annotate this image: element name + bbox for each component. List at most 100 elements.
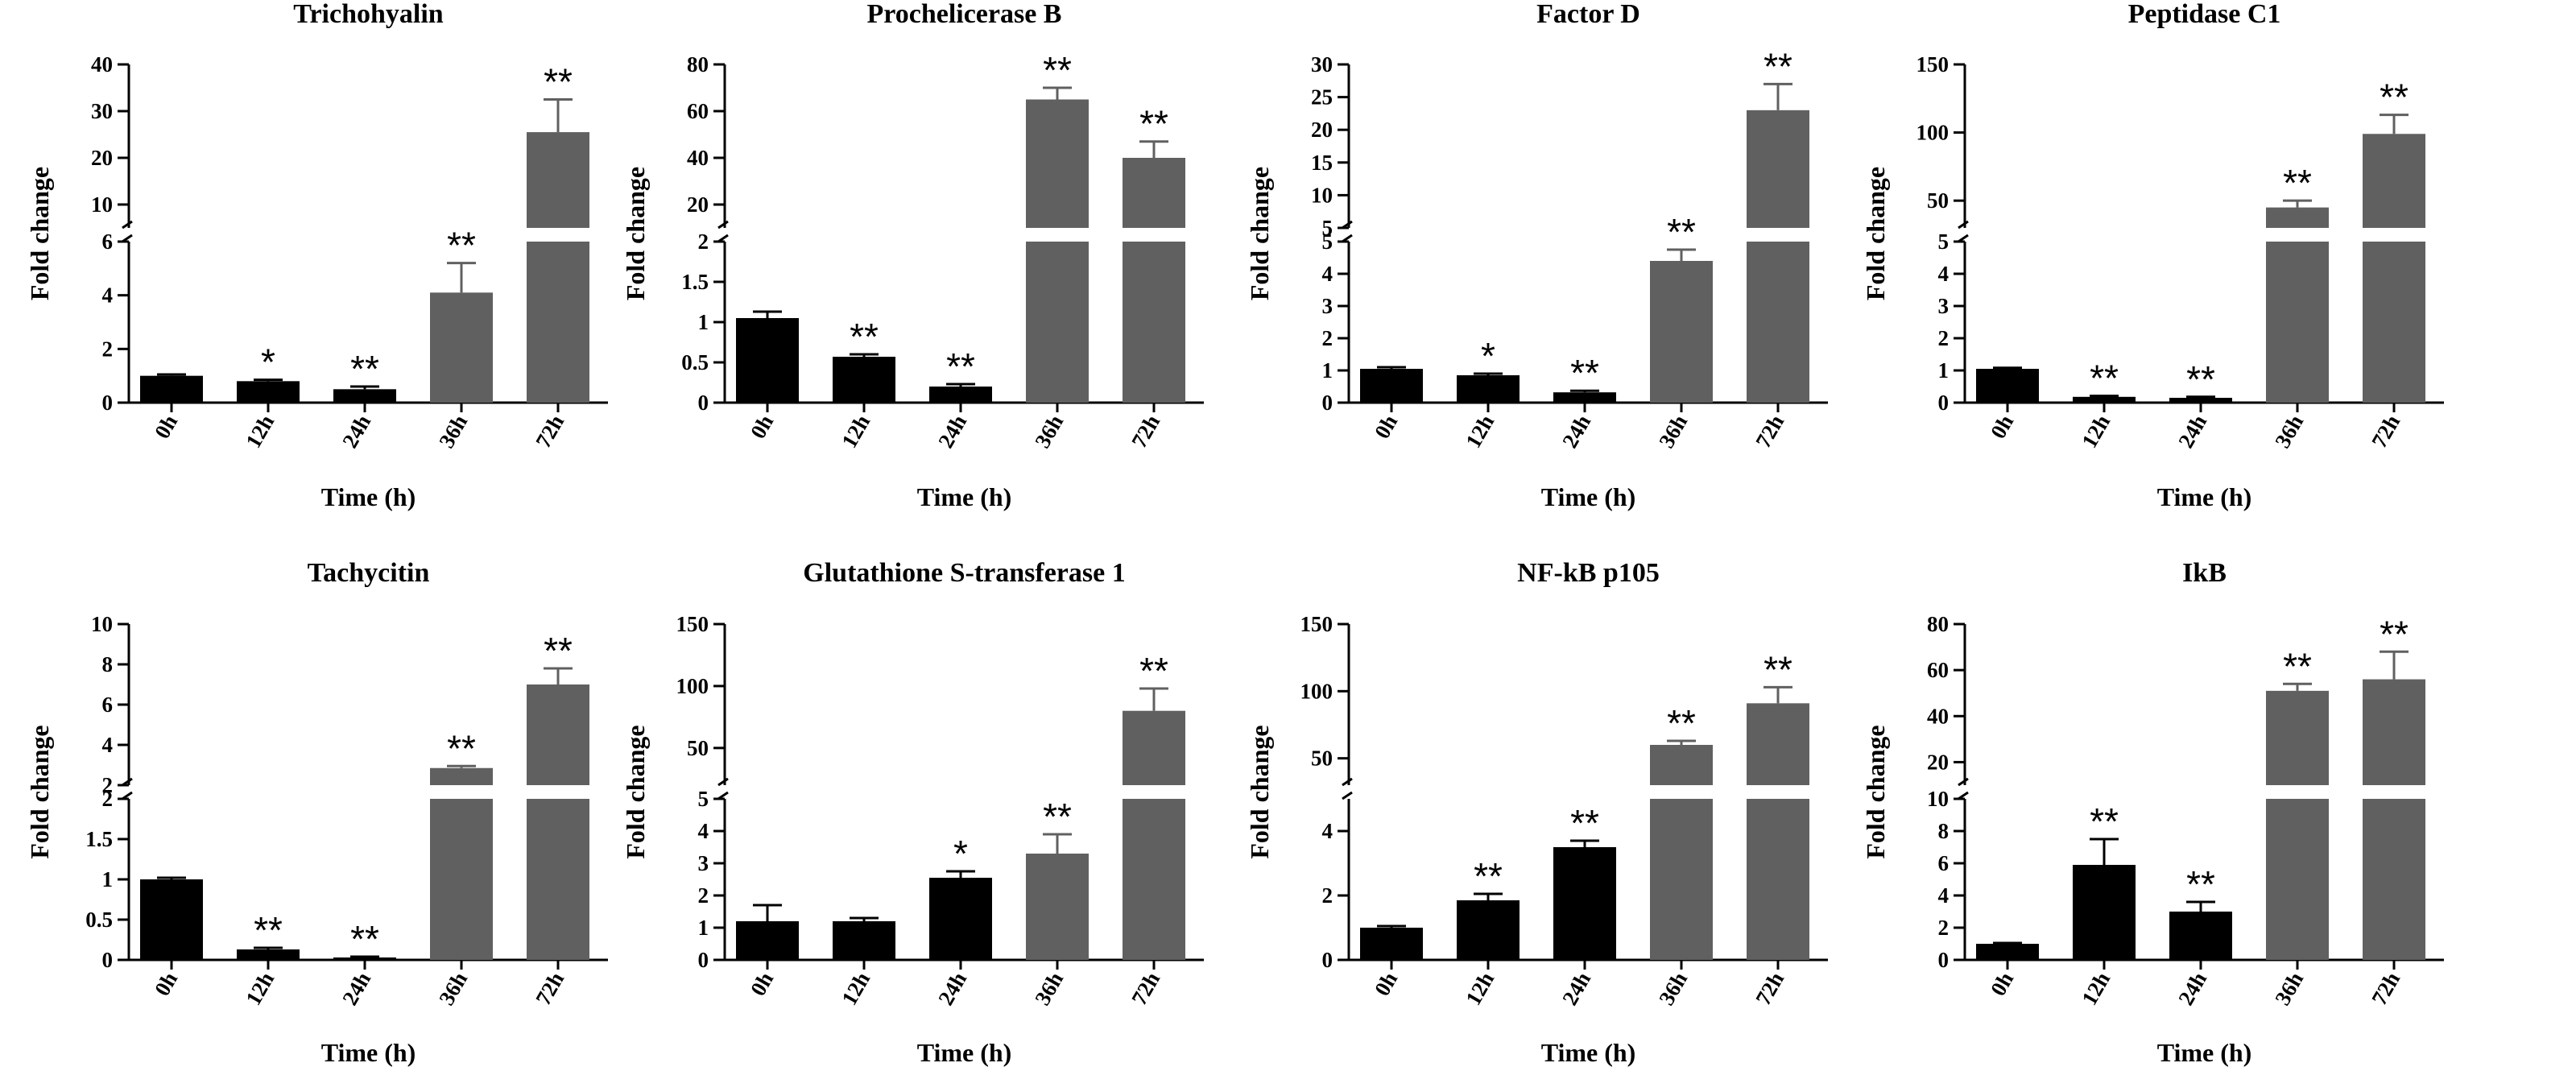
x-tick-label: 12h (837, 968, 875, 1009)
y-tick-label: 100 (1300, 679, 1333, 703)
significance-marker: ** (850, 316, 879, 358)
chart-panel: Factor D 0 1 2 3 4 55 10 15 20 25 30 Fold change 0h * 1… (1245, 0, 1828, 511)
y-tick-label: 100 (676, 674, 709, 698)
bar (1457, 375, 1520, 403)
bar (140, 879, 203, 960)
significance-marker: ** (946, 345, 975, 387)
significance-marker: ** (447, 225, 476, 267)
y-tick-label: 3 (698, 851, 709, 875)
significance-marker: ** (1570, 352, 1599, 394)
bar-lower-segment (527, 242, 589, 403)
bar (929, 878, 992, 960)
bar (2266, 690, 2329, 785)
y-tick-label: 80 (687, 52, 709, 77)
significance-marker: ** (1570, 802, 1599, 844)
y-tick-label: 1 (698, 916, 709, 940)
x-tick-label: 0h (746, 411, 778, 443)
x-axis-label: Time (h) (1541, 1038, 1636, 1067)
bar-lower-segment (2363, 799, 2425, 960)
significance-marker: ** (1139, 650, 1168, 692)
bar-lower-segment (1747, 242, 1809, 403)
x-tick-label: 0h (1370, 968, 1402, 1000)
bar (1553, 847, 1616, 960)
significance-marker: ** (1667, 211, 1696, 253)
y-tick-label: 10 (1927, 787, 1949, 811)
bar (333, 389, 396, 403)
y-tick-label: 5 (1322, 216, 1333, 240)
axis-break-mark (1342, 791, 1353, 800)
significance-marker: ** (1043, 796, 1072, 837)
chart-panel: Glutathione S-transferase 1 0 1 2 3 4 5 50 100 15… (621, 558, 1204, 1067)
y-tick-label: 30 (91, 99, 113, 123)
significance-marker: ** (2090, 358, 2119, 399)
y-tick-label: 60 (1927, 658, 1949, 682)
y-tick-label: 0 (698, 391, 709, 415)
y-tick-label: 25 (1311, 85, 1333, 110)
y-tick-label: 1 (102, 867, 114, 891)
significance-marker: ** (1474, 855, 1503, 897)
bar-lower-segment (1650, 799, 1713, 960)
y-tick-label: 60 (687, 99, 709, 123)
y-tick-label: 3 (1322, 294, 1333, 318)
bar-lower-segment (1747, 799, 1809, 960)
x-tick-label: 12h (837, 411, 875, 452)
x-tick-label: 0h (746, 968, 778, 1000)
y-tick-label: 1 (1938, 358, 1950, 383)
y-tick-label: 3 (1938, 294, 1950, 318)
x-axis-label: Time (h) (2157, 482, 2252, 511)
y-tick-label: 80 (1927, 612, 1949, 636)
x-axis-label: Time (h) (1541, 482, 1636, 511)
x-tick-label: 24h (933, 411, 971, 452)
x-tick-label: 24h (2173, 411, 2211, 452)
x-tick-label: 0h (150, 968, 182, 1000)
y-tick-label: 40 (91, 52, 113, 77)
y-tick-label: 1 (698, 310, 709, 334)
y-tick-label: 5 (698, 787, 709, 811)
y-tick-label: 8 (1938, 819, 1950, 843)
bar-lower-segment (1123, 799, 1185, 960)
y-tick-label: 50 (687, 736, 709, 760)
y-tick-label: 4 (698, 819, 709, 843)
y-axis-label: Fold change (25, 167, 54, 300)
y-tick-label: 15 (1311, 151, 1333, 175)
chart-title: Factor D (1536, 0, 1640, 29)
y-tick-label: 2 (102, 337, 114, 361)
bar-lower-segment (1026, 242, 1089, 403)
y-tick-label: 2 (102, 773, 114, 797)
y-tick-label: 30 (1311, 52, 1333, 77)
axis-break-mark (1958, 220, 1969, 230)
significance-marker: ** (2283, 645, 2312, 687)
x-tick-label: 24h (1557, 968, 1595, 1009)
significance-marker: ** (350, 348, 379, 390)
x-tick-label: 36h (2270, 968, 2308, 1009)
x-axis-label: Time (h) (917, 1038, 1012, 1067)
significance-marker: ** (544, 630, 573, 672)
x-tick-label: 72h (2367, 411, 2404, 452)
bar (929, 387, 992, 403)
significance-marker: ** (2380, 613, 2409, 655)
bar (736, 318, 799, 403)
axis-break-mark (1958, 777, 1969, 787)
y-axis-label: Fold change (25, 725, 54, 858)
y-tick-label: 5 (1938, 230, 1950, 254)
chart-panel: Tachycitin 0 0.5 1 1.5 22 4 6 8 10 Fold change 0h **… (25, 558, 608, 1067)
y-tick-label: 20 (91, 146, 113, 170)
x-tick-label: 36h (1030, 968, 1068, 1009)
chart-title: Tachycitin (308, 558, 430, 588)
chart-title: IkB (2182, 558, 2227, 588)
chart-title: Trichohyalin (293, 0, 443, 29)
x-tick-label: 72h (1127, 968, 1164, 1009)
axis-break-mark (122, 220, 133, 230)
bar (1650, 261, 1713, 403)
significance-marker: ** (2186, 358, 2215, 400)
bar (1457, 900, 1520, 960)
x-tick-label: 12h (241, 411, 279, 452)
x-tick-label: 12h (241, 968, 279, 1009)
significance-marker: * (953, 833, 968, 875)
significance-marker: ** (2186, 863, 2215, 905)
y-tick-label: 4 (1938, 262, 1950, 286)
y-tick-label: 0 (698, 948, 709, 972)
chart-panel: NF-kB p105 0 2 4 50 100 150 Fold change 0h ** 12h *… (1245, 558, 1828, 1067)
y-tick-label: 20 (1311, 118, 1333, 142)
bar (2266, 207, 2329, 228)
